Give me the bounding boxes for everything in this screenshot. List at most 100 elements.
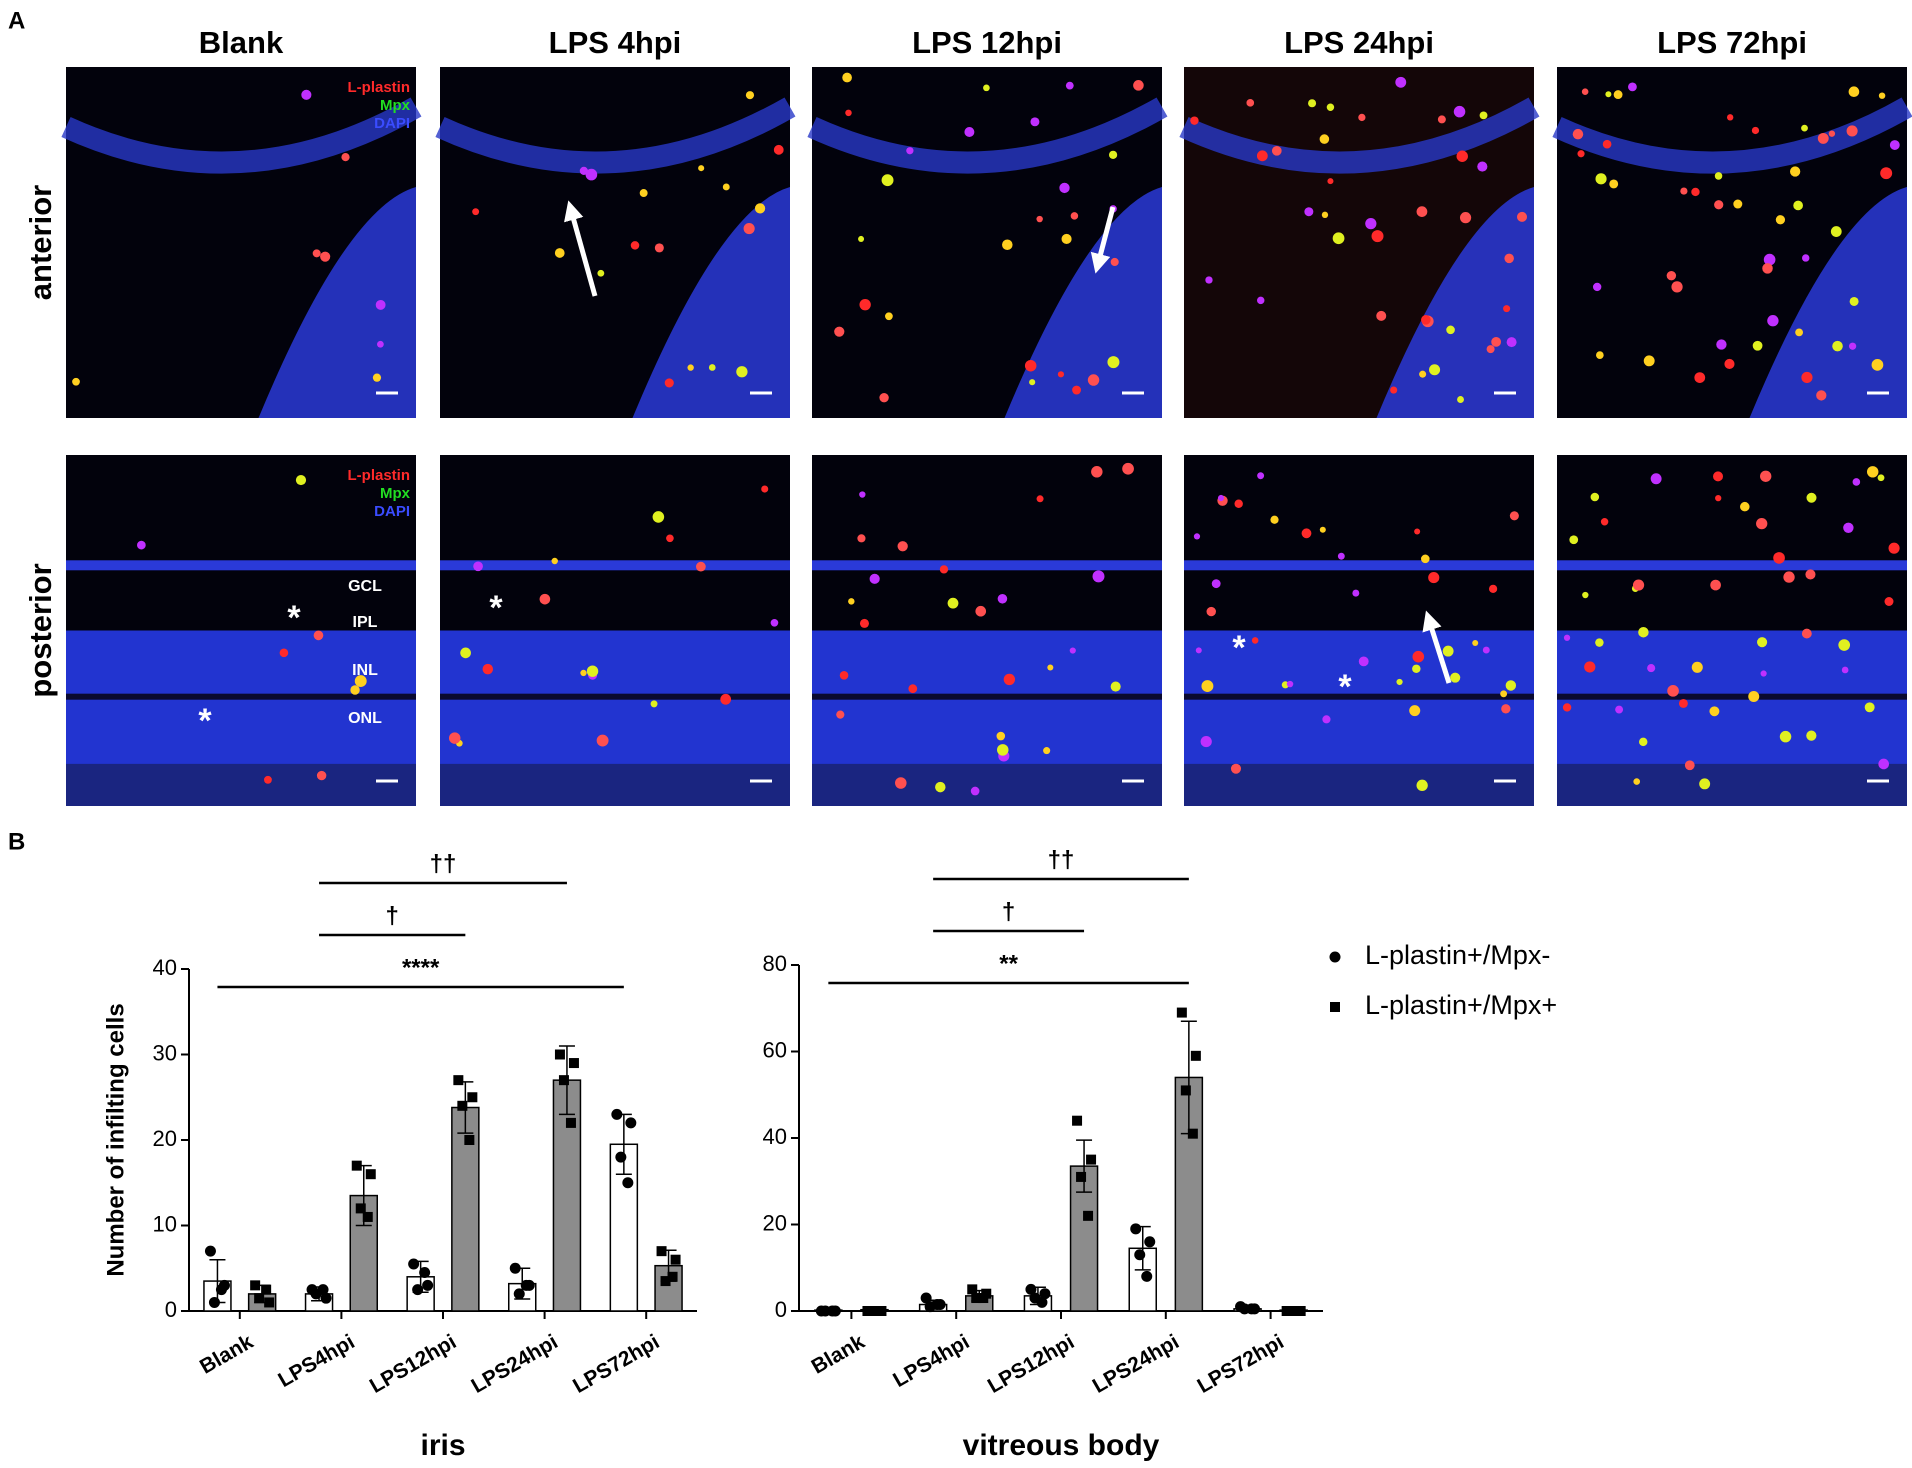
data-point xyxy=(453,1075,464,1086)
cell xyxy=(1751,126,1760,135)
cell xyxy=(664,378,674,388)
y-tick-label: 10 xyxy=(153,1211,177,1236)
cell xyxy=(947,597,959,609)
tissue xyxy=(1179,97,1540,174)
data-point xyxy=(208,1296,220,1308)
cell xyxy=(996,731,1006,741)
cell xyxy=(773,144,784,155)
significance-label: † xyxy=(1002,898,1015,925)
data-point xyxy=(355,1203,366,1214)
cell xyxy=(1790,166,1801,177)
tissue xyxy=(435,97,796,174)
cell xyxy=(1200,735,1212,748)
cell xyxy=(1477,161,1488,172)
layer-label: INL xyxy=(352,662,378,679)
retina-layer xyxy=(1557,560,1907,571)
cell xyxy=(970,786,980,796)
cell xyxy=(585,168,598,181)
cell xyxy=(1609,179,1619,189)
retina-layer xyxy=(812,693,1162,700)
legend-label: L-plastin+/Mpx- xyxy=(1365,940,1550,970)
retina-layer xyxy=(66,763,416,806)
retina-layer xyxy=(1557,693,1907,700)
x-tick-label: LPS24hpi xyxy=(467,1330,561,1398)
cell xyxy=(597,269,605,277)
cell xyxy=(1888,542,1900,554)
layer-label: GCL xyxy=(348,578,382,595)
cell xyxy=(1694,372,1706,383)
cell xyxy=(858,235,865,242)
cell xyxy=(316,770,327,781)
cell xyxy=(939,565,949,574)
cell xyxy=(1453,105,1466,118)
cell xyxy=(859,491,866,498)
cell xyxy=(1762,263,1773,274)
cell xyxy=(1783,571,1795,583)
data-point xyxy=(1086,1154,1097,1165)
cell xyxy=(1503,305,1511,313)
asterisk: * xyxy=(287,599,301,637)
cell xyxy=(1459,212,1472,224)
channel-label: DAPI xyxy=(374,503,410,520)
data-point xyxy=(873,1306,884,1316)
data-point xyxy=(554,1049,565,1060)
cell xyxy=(964,126,975,137)
cell xyxy=(1409,705,1421,717)
y-tick-label: 60 xyxy=(763,1037,787,1062)
data-point xyxy=(1083,1210,1094,1221)
cell xyxy=(1047,664,1054,671)
cell xyxy=(881,174,894,187)
data-point xyxy=(622,1177,634,1189)
cell xyxy=(1332,232,1345,245)
cell xyxy=(720,693,732,705)
cell xyxy=(1036,495,1044,503)
micrograph xyxy=(66,455,416,806)
x-tick-label: LPS12hpi xyxy=(366,1330,460,1398)
asterisk: * xyxy=(1232,629,1246,667)
cell xyxy=(698,165,705,172)
data-point xyxy=(670,1254,681,1265)
cell xyxy=(1217,494,1225,502)
cell xyxy=(1752,340,1763,351)
cell xyxy=(1087,374,1100,386)
column-title: LPS 12hpi xyxy=(912,25,1062,60)
x-tick-label: LPS12hpi xyxy=(984,1330,1078,1398)
cell xyxy=(1563,634,1571,641)
cell xyxy=(1501,704,1511,714)
data-point xyxy=(320,1292,332,1304)
retina-layer xyxy=(440,560,790,571)
data-point xyxy=(1292,1306,1303,1316)
cell xyxy=(1633,778,1641,785)
data-point xyxy=(204,1245,216,1257)
cell xyxy=(1257,472,1265,480)
data-point xyxy=(1130,1223,1142,1235)
data-point xyxy=(317,1284,329,1296)
cell xyxy=(1326,103,1335,111)
retina-layer xyxy=(1557,763,1907,806)
data-point xyxy=(967,1284,978,1295)
cell xyxy=(997,744,1009,756)
cell xyxy=(1450,672,1461,683)
data-point xyxy=(615,1151,627,1163)
y-tick-label: 40 xyxy=(763,1124,787,1149)
cell xyxy=(1680,187,1688,195)
retina-layer xyxy=(812,560,1162,571)
channel-label: Mpx xyxy=(380,485,411,502)
cell xyxy=(1195,647,1202,654)
cell xyxy=(1234,499,1243,508)
cell xyxy=(908,684,918,694)
arrow xyxy=(564,200,598,297)
row-title: posterior xyxy=(23,563,58,697)
data-point xyxy=(1036,1296,1048,1308)
cell xyxy=(1437,115,1446,124)
significance-label: **** xyxy=(402,954,440,981)
cell xyxy=(1775,215,1786,225)
cell xyxy=(264,775,272,784)
retina-layer xyxy=(66,693,416,700)
cell xyxy=(1133,80,1144,91)
cell xyxy=(1321,211,1329,219)
cell xyxy=(895,777,907,789)
data-point xyxy=(509,1262,521,1274)
cell xyxy=(1767,315,1779,327)
cell xyxy=(1632,579,1645,591)
